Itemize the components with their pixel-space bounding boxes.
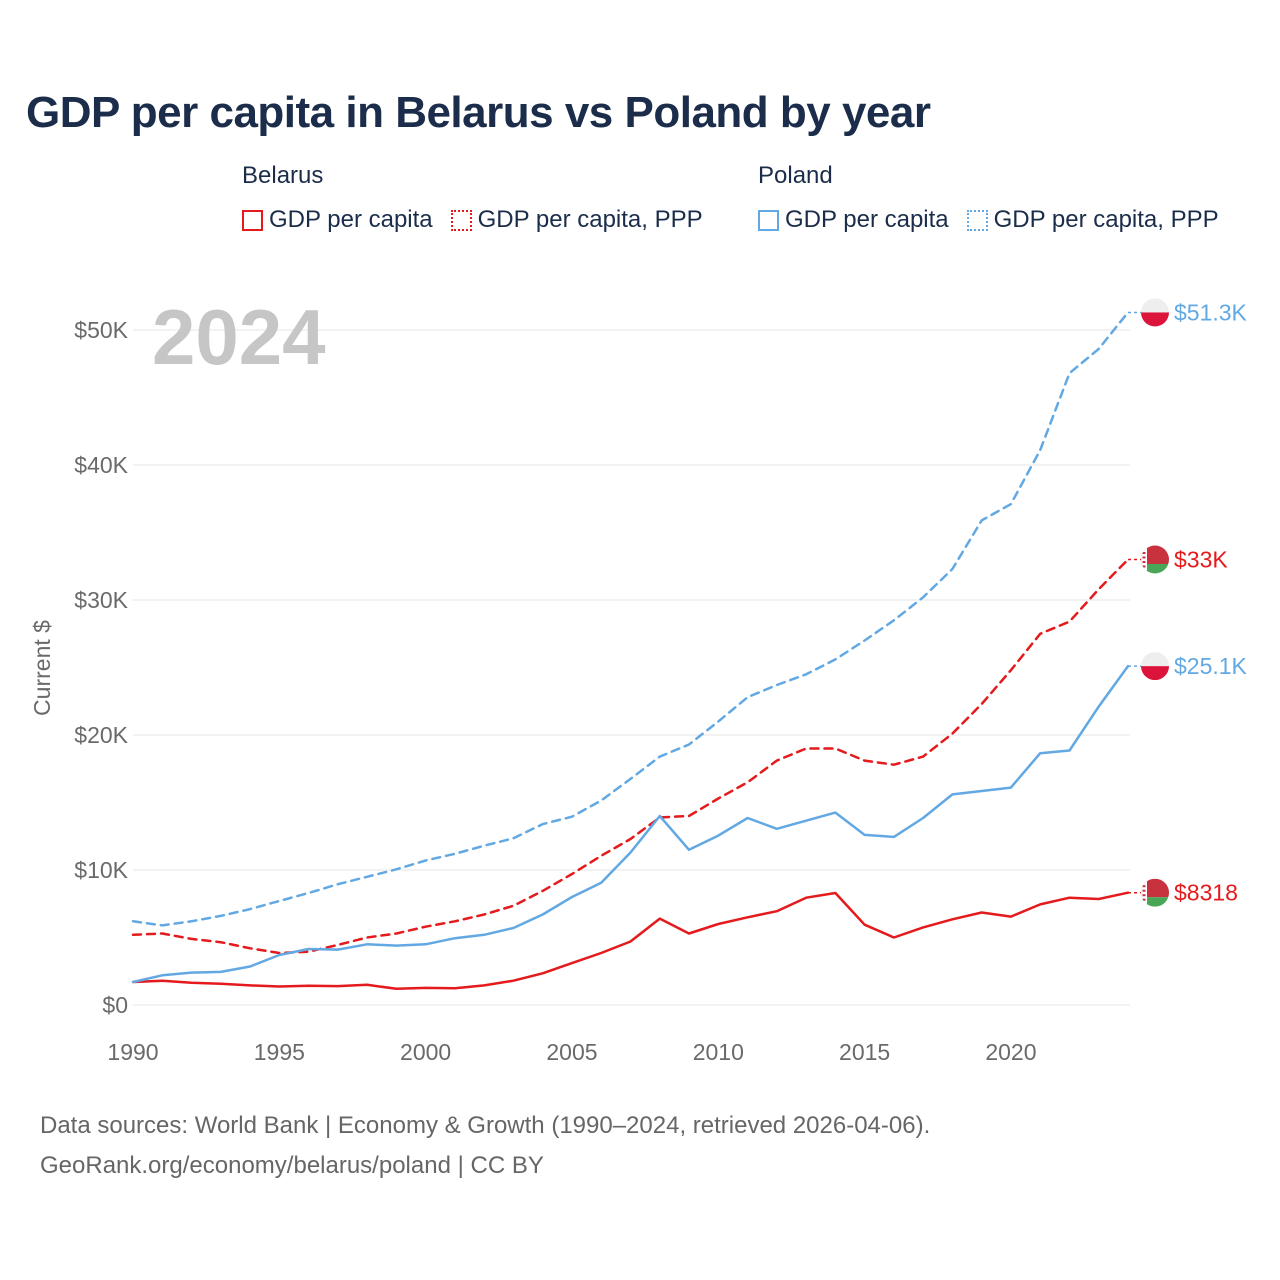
x-tick-label: 2010 (693, 1039, 744, 1065)
y-tick-label: $10K (74, 857, 128, 883)
footer-attribution: GeoRank.org/economy/belarus/poland | CC … (40, 1152, 544, 1179)
x-tick-label: 2015 (839, 1039, 890, 1065)
legend-label: GDP per capita, PPP (477, 206, 703, 233)
legend-label: GDP per capita, PPP (993, 206, 1219, 233)
belarus-gdp-ppp-end-label: $33K (1174, 547, 1228, 573)
poland-gdp-end-label: $25.1K (1174, 653, 1248, 679)
y-tick-label: $40K (74, 452, 128, 478)
legend-swatch-dotted-blue (966, 209, 988, 231)
legend-item-belarus-gdp-ppp[interactable]: GDP per capita, PPP (450, 206, 703, 234)
legend-group-title-poland: Poland (758, 162, 833, 189)
poland-gdp-line (131, 664, 1130, 984)
legend-group-belarus: Belarus GDP per capita GDP per capita, P… (242, 162, 703, 234)
chart-title: GDP per capita in Belarus vs Poland by y… (26, 88, 931, 137)
x-tick-label: 2005 (546, 1039, 597, 1065)
poland-flag-icon (1141, 652, 1169, 681)
legend-label: GDP per capita (269, 206, 433, 233)
x-tick-label: 1990 (107, 1039, 158, 1065)
y-tick-label: $0 (102, 992, 128, 1018)
y-tick-label: $30K (74, 587, 128, 613)
belarus-gdp-line (131, 891, 1130, 991)
poland-gdp-ppp-line (131, 311, 1130, 927)
y-tick-label: $50K (74, 317, 128, 343)
legend-swatch-solid-blue (758, 209, 779, 231)
x-tick-label: 1995 (254, 1039, 305, 1065)
y-tick-label: $20K (74, 722, 128, 748)
footer: Data sources: World Bank | Economy & Gro… (40, 1106, 930, 1186)
legend-swatch-dotted-red (450, 209, 472, 231)
x-tick-label: 2020 (985, 1039, 1036, 1065)
poland-gdp-ppp-end-label: $51.3K (1174, 299, 1248, 325)
footer-source: Data sources: World Bank | Economy & Gro… (40, 1112, 931, 1139)
legend-item-belarus-gdp[interactable]: GDP per capita (242, 206, 433, 234)
belarus-flag-icon (1141, 878, 1169, 907)
legend-group-title-belarus: Belarus (242, 162, 324, 189)
year-badge: 2024 (152, 293, 326, 381)
belarus-flag-icon (1141, 545, 1169, 574)
poland-flag-icon (1141, 298, 1169, 327)
legend-label: GDP per capita (785, 206, 949, 233)
x-tick-label: 2000 (400, 1039, 451, 1065)
belarus-gdp-end-label: $8318 (1174, 880, 1238, 906)
legend-item-poland-gdp-ppp[interactable]: GDP per capita, PPP (966, 206, 1219, 234)
legend-group-poland: Poland GDP per capita GDP per capita, PP… (758, 162, 1219, 234)
legend-swatch-solid-red (242, 209, 263, 231)
y-axis-title: Current $ (29, 620, 55, 716)
legend-item-poland-gdp[interactable]: GDP per capita (758, 206, 949, 234)
belarus-gdp-ppp-line (131, 558, 1130, 955)
